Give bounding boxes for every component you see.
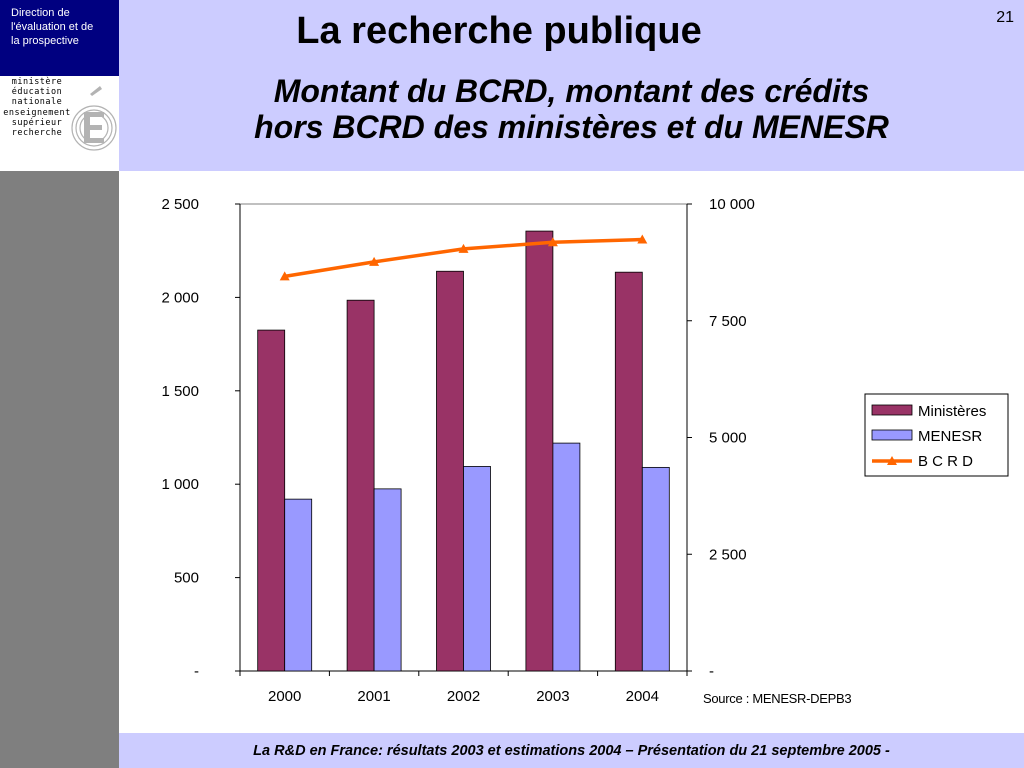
- department-label: Direction de l'évaluation et de la prosp…: [11, 7, 94, 47]
- legend-label: MENESR: [918, 428, 982, 445]
- slide-title: La recherche publique: [296, 10, 702, 52]
- legend-label: Ministères: [918, 403, 986, 420]
- legend-marker: [887, 456, 897, 465]
- ministry-logo: ministère éducation nationale enseigneme…: [0, 76, 119, 171]
- bar-minist-res: [525, 230, 554, 672]
- y-left-tick-label: 500: [174, 570, 199, 587]
- x-tick-label: 2001: [357, 688, 390, 705]
- chart-source: Source : MENESR-DEPB3: [703, 691, 851, 706]
- header-band: [119, 0, 1024, 171]
- bar-line-chart: - 500 1 000 1 500 2 000 2 500 - 2 500 5 000 7 500…: [161, 196, 1009, 706]
- bar-menesr: [641, 466, 670, 672]
- x-tick-label: 2003: [536, 688, 569, 705]
- bar-menesr: [373, 488, 402, 672]
- legend-swatch: [871, 404, 913, 416]
- y-left-tick-label: 2 500: [161, 196, 199, 213]
- y-right-tick-label: 10 000: [709, 196, 755, 213]
- bar-minist-res: [346, 299, 375, 672]
- y-left-tick-label: -: [194, 663, 199, 680]
- y-right-tick-label: -: [709, 663, 714, 680]
- bcrd-marker: [458, 243, 469, 253]
- bar-minist-res: [436, 270, 464, 672]
- bcrd-marker: [369, 256, 380, 266]
- x-tick-label: 2002: [447, 688, 480, 705]
- bcrd-marker: [279, 271, 290, 281]
- bar-menesr: [552, 442, 581, 672]
- bar-minist-res: [257, 329, 286, 672]
- page-number: 21: [996, 9, 1014, 26]
- bcrd-marker: [637, 234, 648, 244]
- y-right-tick-label: 5 000: [709, 430, 747, 447]
- ministry-e-emblem-icon: [71, 86, 117, 151]
- footer-text: La R&D en France: résultats 2003 et esti…: [253, 743, 890, 759]
- y-left-tick-label: 2 000: [161, 289, 199, 306]
- bar-menesr: [284, 498, 313, 672]
- y-right-tick-label: 2 500: [709, 546, 747, 563]
- bar-menesr: [463, 466, 491, 672]
- y-right-tick-label: 7 500: [709, 313, 747, 330]
- y-left-tick-label: 1 500: [161, 383, 199, 400]
- x-tick-label: 2004: [626, 688, 659, 705]
- bar-minist-res: [614, 271, 643, 672]
- footer-band: [119, 733, 1024, 768]
- legend-label: B C R D: [918, 453, 973, 470]
- department-box: Direction de l'évaluation et de la prosp…: [0, 0, 119, 76]
- legend-swatch: [871, 429, 913, 441]
- slide-subtitle: Montant du BCRD, montant des crédits hor…: [254, 73, 889, 145]
- y-left-tick-label: 1 000: [161, 476, 199, 493]
- x-tick-label: 2000: [268, 688, 301, 705]
- bcrd-marker: [547, 237, 558, 247]
- ministry-logo-text: ministère éducation nationale enseigneme…: [3, 77, 71, 139]
